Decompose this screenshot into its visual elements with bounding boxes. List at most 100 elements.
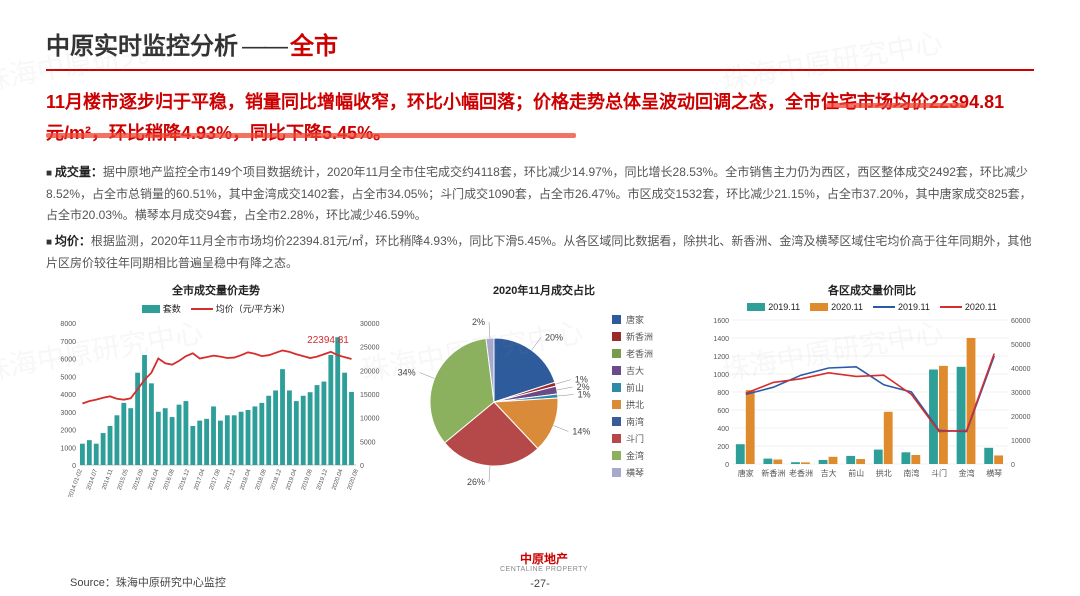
chart-svg: 0100020003000400050006000700080000500010… — [46, 317, 386, 497]
svg-text:20000: 20000 — [360, 368, 380, 375]
svg-text:5000: 5000 — [360, 439, 376, 446]
svg-text:2018.04: 2018.04 — [239, 468, 252, 491]
headline: 11月楼市逐步归于平稳，销量同比增幅收窄，环比小幅回落；价格走势总体呈波动回调之… — [46, 87, 1034, 148]
chart-svg: 0200400600800100012001400160001000020000… — [702, 314, 1042, 494]
svg-text:2018.08: 2018.08 — [255, 468, 268, 491]
svg-text:2015.05: 2015.05 — [117, 468, 130, 491]
svg-text:1200: 1200 — [713, 354, 729, 361]
svg-text:2019.12: 2019.12 — [316, 468, 329, 491]
legend-label: 2020.11 — [965, 302, 997, 312]
svg-text:2018.12: 2018.12 — [270, 468, 283, 491]
divider — [46, 69, 1034, 71]
svg-text:200: 200 — [717, 444, 729, 451]
svg-text:南湾: 南湾 — [903, 468, 919, 478]
svg-text:南湾: 南湾 — [626, 416, 644, 427]
svg-text:斗门: 斗门 — [626, 433, 644, 444]
source-footer: Source：珠海中原研究中心监控 — [70, 574, 226, 590]
legend-label: 均价（元/平方米） — [216, 302, 291, 315]
svg-text:0: 0 — [1011, 462, 1015, 469]
legend-label: 2019.11 — [768, 302, 800, 312]
svg-text:横琴: 横琴 — [986, 468, 1002, 478]
page-number: -27- — [530, 578, 550, 590]
page-title: 中原实时监控分析 —— 全市 — [46, 26, 1034, 61]
svg-text:新香洲: 新香洲 — [761, 468, 785, 478]
svg-text:金湾: 金湾 — [959, 468, 975, 478]
chart-pie: 2020年11月成交占比 20%1%2%1%14%26%34%2%唐家新香洲老香… — [394, 282, 694, 502]
svg-text:800: 800 — [717, 390, 729, 397]
svg-text:2019.04: 2019.04 — [285, 468, 298, 491]
legend: 套数 均价（元/平方米） — [46, 302, 386, 315]
svg-text:新香洲: 新香洲 — [626, 331, 653, 342]
svg-text:2%: 2% — [472, 317, 485, 327]
svg-text:拱北: 拱北 — [626, 399, 644, 410]
svg-text:2016.04: 2016.04 — [147, 468, 160, 491]
logo: 中原地产 CENTALINE PROPERTY — [500, 553, 588, 574]
svg-text:2000: 2000 — [60, 428, 76, 435]
svg-text:2014.11: 2014.11 — [102, 468, 115, 491]
svg-text:8000: 8000 — [60, 321, 76, 328]
svg-text:2016.12: 2016.12 — [178, 468, 191, 491]
svg-text:20%: 20% — [545, 332, 563, 342]
svg-text:吉大: 吉大 — [821, 468, 837, 478]
svg-text:34%: 34% — [398, 368, 416, 378]
svg-text:30000: 30000 — [1011, 390, 1031, 397]
svg-text:拱北: 拱北 — [876, 468, 892, 478]
svg-text:前山: 前山 — [848, 468, 864, 478]
svg-text:600: 600 — [717, 408, 729, 415]
svg-text:2016.08: 2016.08 — [163, 468, 176, 491]
svg-text:1000: 1000 — [713, 372, 729, 379]
title-main: 中原实时监控分析 — [46, 26, 238, 61]
svg-text:22394.81: 22394.81 — [307, 335, 349, 346]
svg-text:2017.12: 2017.12 — [224, 468, 237, 491]
bullet-item: 成交量：据中原地产监控全市149个项目数据统计，2020年11月全市住宅成交约4… — [46, 162, 1034, 227]
svg-text:0: 0 — [72, 463, 76, 470]
legend-label: 套数 — [163, 302, 181, 315]
legend-label: 2019.11 — [898, 302, 930, 312]
svg-text:老香洲: 老香洲 — [789, 468, 813, 478]
chart-title: 各区成交量价同比 — [702, 282, 1042, 298]
bullet-list: 成交量：据中原地产监控全市149个项目数据统计，2020年11月全市住宅成交约4… — [46, 162, 1034, 274]
svg-text:3000: 3000 — [60, 410, 76, 417]
svg-text:1600: 1600 — [713, 318, 729, 325]
svg-text:30000: 30000 — [360, 321, 380, 328]
svg-text:40000: 40000 — [1011, 366, 1031, 373]
svg-text:1400: 1400 — [713, 336, 729, 343]
svg-text:前山: 前山 — [626, 382, 644, 393]
svg-text:50000: 50000 — [1011, 342, 1031, 349]
legend-label: 2020.11 — [831, 302, 863, 312]
svg-text:斗门: 斗门 — [931, 468, 947, 478]
svg-text:10000: 10000 — [1011, 438, 1031, 445]
svg-text:横琴: 横琴 — [626, 467, 644, 478]
svg-text:4000: 4000 — [60, 392, 76, 399]
logo-cn: 中原地产 — [500, 553, 588, 566]
svg-text:2020.04: 2020.04 — [331, 468, 344, 491]
svg-text:唐家: 唐家 — [738, 468, 754, 478]
svg-text:15000: 15000 — [360, 392, 380, 399]
svg-text:25000: 25000 — [360, 345, 380, 352]
svg-text:2017.04: 2017.04 — [193, 468, 206, 491]
svg-text:唐家: 唐家 — [626, 314, 644, 325]
chart-svg: 20%1%2%1%14%26%34%2%唐家新香洲老香洲吉大前山拱北南湾斗门金湾… — [394, 302, 694, 497]
svg-text:10000: 10000 — [360, 416, 380, 423]
svg-text:金湾: 金湾 — [626, 450, 644, 461]
svg-text:吉大: 吉大 — [626, 365, 644, 376]
title-dash: —— — [242, 33, 286, 61]
svg-text:老香洲: 老香洲 — [626, 348, 653, 359]
legend: 2019.11 2020.11 2019.11 2020.11 — [702, 302, 1042, 312]
svg-text:26%: 26% — [467, 477, 485, 487]
bullet-item: 均价：根据监测，2020年11月全市市场均价22394.81元/㎡，环比稍降4.… — [46, 231, 1034, 274]
svg-text:0: 0 — [725, 462, 729, 469]
svg-text:2017.08: 2017.08 — [209, 468, 222, 491]
svg-text:1%: 1% — [578, 390, 591, 400]
svg-text:7000: 7000 — [60, 339, 76, 346]
svg-text:20000: 20000 — [1011, 414, 1031, 421]
chart-district: 各区成交量价同比 2019.11 2020.11 2019.11 2020.11 0 2… — [702, 282, 1042, 502]
svg-text:6000: 6000 — [60, 357, 76, 364]
svg-text:5000: 5000 — [60, 374, 76, 381]
chart-title: 全市成交量价走势 — [46, 282, 386, 298]
svg-text:2015.09: 2015.09 — [132, 468, 145, 491]
svg-text:2014.01-02: 2014.01-02 — [68, 468, 84, 497]
svg-text:2014.07: 2014.07 — [86, 468, 99, 491]
svg-text:2019.08: 2019.08 — [301, 468, 314, 491]
svg-text:2020.08: 2020.08 — [347, 468, 360, 491]
